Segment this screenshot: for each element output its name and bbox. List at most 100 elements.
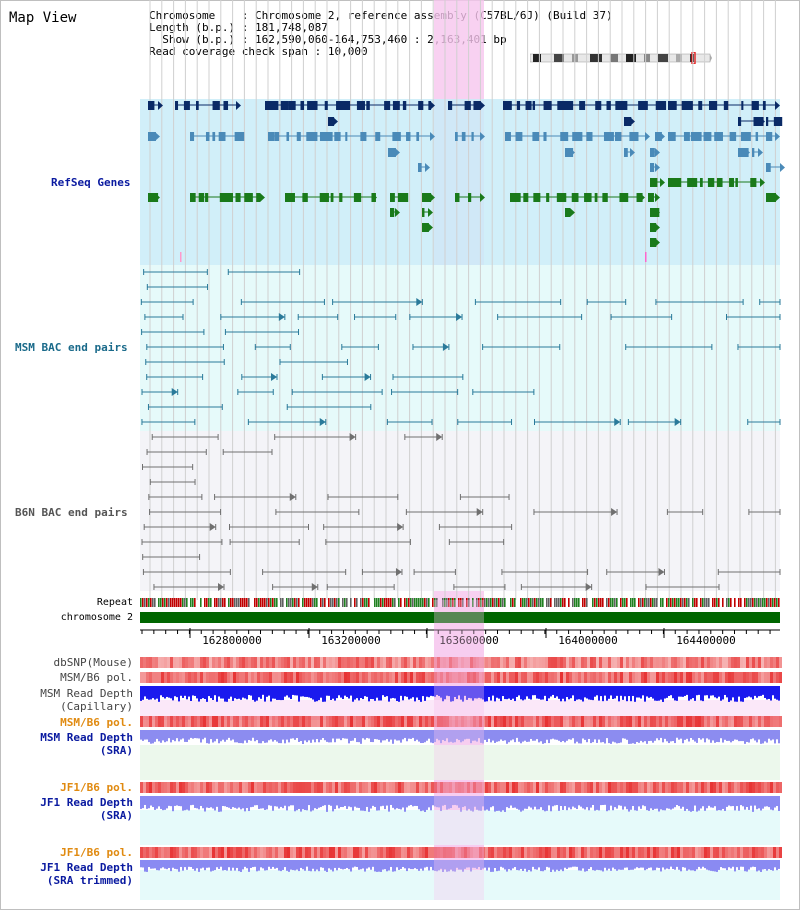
depth-bar xyxy=(504,796,506,812)
depth-bar xyxy=(532,796,534,810)
track-label-chromosome[interactable]: chromosome 2 xyxy=(60,612,133,623)
depth-bar xyxy=(362,796,364,811)
gene-exon xyxy=(422,208,425,217)
heat-cell xyxy=(497,716,500,727)
track-label-msm-b6-pol-1[interactable]: MSM/B6 pol. xyxy=(60,671,133,684)
depth-bar xyxy=(710,730,712,743)
heat-cell xyxy=(530,847,533,858)
heat-cell xyxy=(710,716,713,727)
track-label-refseq[interactable]: RefSeq Genes xyxy=(51,176,131,189)
depth-bar xyxy=(302,686,304,697)
depth-bar xyxy=(496,860,498,872)
track-label-msm-depth-sra[interactable]: MSM Read Depth (SRA) xyxy=(40,731,133,757)
heat-cell xyxy=(776,672,779,683)
track-label-repeat[interactable]: Repeat xyxy=(96,597,133,608)
depth-bar xyxy=(214,730,216,742)
depth-bar xyxy=(680,686,682,697)
depth-bar xyxy=(386,686,388,697)
heat-cell xyxy=(626,847,629,858)
depth-bar xyxy=(522,796,524,811)
heat-cell xyxy=(605,672,608,683)
depth-bar xyxy=(488,686,490,698)
depth-bar xyxy=(616,796,618,809)
depth-bar xyxy=(292,686,294,695)
track-label-msm-bac[interactable]: MSM BAC end pairs xyxy=(15,341,128,354)
depth-bar xyxy=(672,796,674,809)
depth-bar xyxy=(638,730,640,743)
depth-bar xyxy=(300,796,302,812)
depth-bar xyxy=(576,686,578,700)
heat-cell xyxy=(470,657,473,668)
heat-cell xyxy=(326,847,329,858)
depth-bar xyxy=(610,730,612,744)
heat-cell xyxy=(506,657,509,668)
depth-bar xyxy=(466,730,468,739)
heat-cell xyxy=(167,847,170,858)
heat-cell xyxy=(287,782,290,793)
depth-bar xyxy=(212,796,214,809)
heat-cell xyxy=(140,847,143,858)
track-label-jf1-b6-pol-1[interactable]: JF1/B6 pol. xyxy=(60,781,133,794)
repeat-element xyxy=(546,598,548,607)
gene-exon xyxy=(366,101,370,110)
gene-exon xyxy=(668,101,677,110)
heat-cell xyxy=(476,847,479,858)
depth-bar xyxy=(536,686,538,699)
heat-cell xyxy=(350,716,353,727)
heat-cell xyxy=(368,847,371,858)
depth-bar xyxy=(564,730,566,743)
depth-bar xyxy=(688,686,690,701)
depth-bar xyxy=(372,730,374,743)
heat-cell xyxy=(470,672,473,683)
depth-bar xyxy=(480,686,482,699)
track-label-jf1-depth-trimmed[interactable]: JF1 Read Depth (SRA trimmed) xyxy=(40,861,133,887)
repeat-element xyxy=(294,598,296,607)
depth-bar xyxy=(324,796,326,806)
heat-cell xyxy=(764,847,767,858)
depth-bar xyxy=(600,686,602,697)
depth-bar xyxy=(442,730,444,740)
repeat-element xyxy=(224,598,226,607)
depth-bar xyxy=(772,796,774,811)
depth-bar xyxy=(176,686,178,698)
depth-bar xyxy=(528,860,530,870)
depth-bar xyxy=(238,686,240,699)
gene-exon xyxy=(428,101,432,110)
depth-bar xyxy=(500,796,502,812)
track-label-msm-b6-pol-2[interactable]: MSM/B6 pol. xyxy=(60,716,133,729)
depth-bar xyxy=(678,686,680,697)
chromosome-ideogram[interactable] xyxy=(530,52,712,64)
depth-bar xyxy=(206,796,208,808)
heat-cell xyxy=(641,657,644,668)
repeat-element xyxy=(496,598,498,607)
depth-bar xyxy=(754,860,756,867)
heat-cell xyxy=(380,657,383,668)
heat-cell xyxy=(401,672,404,683)
track-label-dbsnp[interactable]: dbSNP(Mouse) xyxy=(53,656,133,669)
track-label-msm-depth-capillary[interactable]: MSM Read Depth (Capillary) xyxy=(40,687,133,713)
heat-cell xyxy=(422,847,425,858)
heat-cell xyxy=(632,716,635,727)
heat-cell xyxy=(344,847,347,858)
depth-bar xyxy=(648,860,650,868)
depth-bar xyxy=(178,686,180,702)
heat-cell xyxy=(224,672,227,683)
depth-bar xyxy=(408,860,410,869)
track-label-jf1-b6-pol-2[interactable]: JF1/B6 pol. xyxy=(60,846,133,859)
depth-bar xyxy=(162,686,164,698)
heat-cell xyxy=(701,657,704,668)
depth-bar xyxy=(444,796,446,805)
heat-cell xyxy=(497,782,500,793)
gene-exon xyxy=(198,193,205,202)
heat-cell xyxy=(314,847,317,858)
heat-cell xyxy=(200,847,203,858)
depth-bar xyxy=(722,796,724,809)
track-label-b6n-bac[interactable]: B6N BAC end pairs xyxy=(15,506,128,519)
track-label-jf1-depth-sra[interactable]: JF1 Read Depth (SRA) xyxy=(40,796,133,822)
depth-bar xyxy=(684,686,686,696)
depth-bar xyxy=(548,860,550,868)
depth-bar xyxy=(574,860,576,867)
heat-cell xyxy=(746,782,749,793)
depth-bar xyxy=(480,730,482,743)
